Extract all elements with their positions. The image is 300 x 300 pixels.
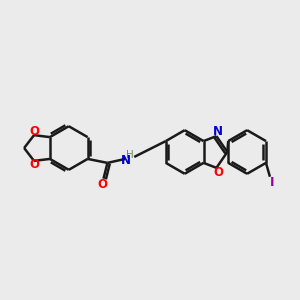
Text: I: I <box>270 176 274 189</box>
Text: H: H <box>126 150 134 160</box>
Text: O: O <box>29 125 39 138</box>
Text: N: N <box>212 125 222 138</box>
Text: O: O <box>98 178 107 191</box>
Text: O: O <box>29 158 39 171</box>
Text: O: O <box>213 166 224 179</box>
Text: N: N <box>121 154 131 167</box>
